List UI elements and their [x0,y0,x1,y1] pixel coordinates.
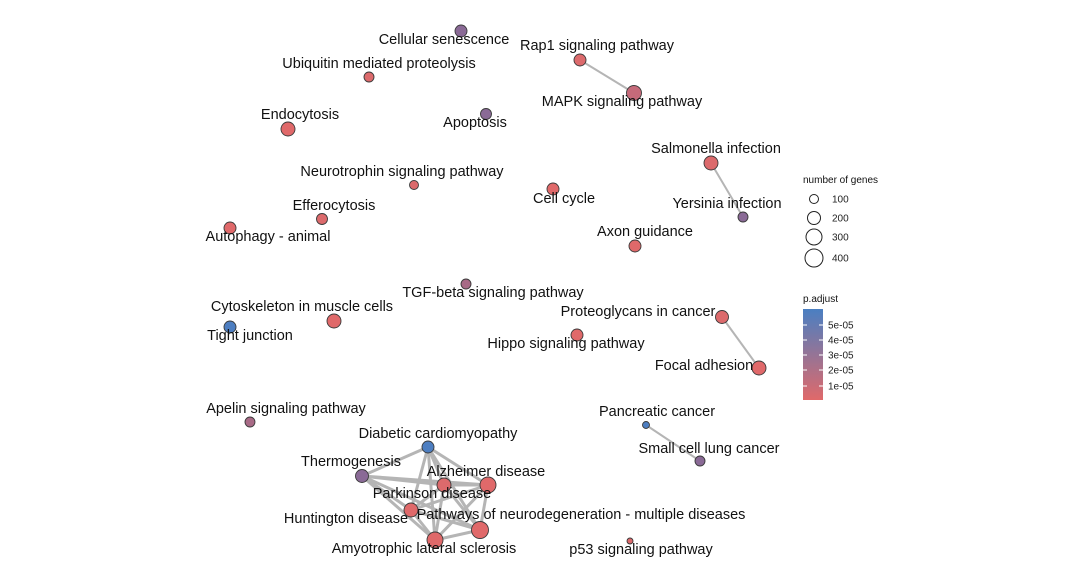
node-label-hippo: Hippo signaling pathway [487,336,645,352]
network-edge [645,424,701,462]
node-mapk [626,85,642,101]
network-edge [579,59,635,94]
color-legend-bar [803,309,823,400]
color-legend: p.adjust 5e-05 4e-05 3e-05 2e-05 1e-05 [803,294,854,400]
node-label-axon-guidance: Axon guidance [597,224,693,240]
node-label-efferocytosis: Efferocytosis [293,198,376,214]
node-label-p53: p53 signaling pathway [569,542,713,558]
network-edges [361,59,760,542]
color-legend-title: p.adjust [803,294,838,305]
size-legend-circle [809,194,819,204]
node-cell-cycle [546,182,560,196]
size-legend-label: 400 [832,254,849,265]
node-proteoglycans [715,310,729,324]
node-label-autophagy: Autophagy - animal [206,229,331,245]
node-label-tight-junction: Tight junction [207,328,293,344]
node-salmonella [703,155,719,171]
node-endocytosis [280,121,296,137]
size-legend-label: 100 [832,195,849,206]
node-apelin [244,416,256,428]
node-als [426,531,444,549]
node-hippo [570,328,584,342]
node-thermogenesis [355,469,369,483]
node-label-ubiquitin: Ubiquitin mediated proteolysis [282,56,475,72]
network-edge [433,484,446,541]
size-legend-title: number of genes [803,175,878,186]
node-label-pancreatic-cancer: Pancreatic cancer [599,404,715,420]
size-legend-circle [805,228,823,246]
node-label-als: Amyotrophic lateral sclerosis [332,541,517,557]
node-label-parkinson: Parkinson disease [373,486,492,502]
size-legend-circle [807,211,821,225]
node-apoptosis [480,108,492,120]
node-p53 [626,537,634,545]
node-ubiquitin [363,71,375,83]
node-label-diabetic-cardiomyopathy: Diabetic cardiomyopathy [359,426,519,442]
node-small-cell-lung-cancer [694,455,706,467]
node-label-yersinia: Yersinia infection [672,196,781,212]
node-rap1 [573,53,587,67]
size-legend-label: 300 [832,233,849,244]
node-label-cellular-senescence: Cellular senescence [379,32,510,48]
node-label-huntington: Huntington disease [284,511,408,527]
network-edge [410,508,481,532]
node-label-thermogenesis: Thermogenesis [301,454,401,470]
node-label-endocytosis: Endocytosis [261,107,339,123]
network-edge [426,446,482,531]
network-edge [410,483,489,512]
node-yersinia [737,211,749,223]
node-axon-guidance [628,239,642,253]
network-nodes [223,24,767,549]
node-diabetic-cardiomyopathy [421,440,435,454]
node-label-rap1: Rap1 signaling pathway [520,38,675,54]
node-label-apelin: Apelin signaling pathway [206,401,366,417]
node-cellular-senescence [454,24,468,38]
node-tgf-beta [460,278,472,290]
color-legend-tick-label: 5e-05 [828,321,854,332]
network-edge [361,445,429,478]
node-neurotrophin [409,180,419,190]
node-cytoskeleton [326,313,342,329]
color-legend-tick-label: 1e-05 [828,382,854,393]
node-neurodegeneration [471,521,489,539]
node-label-focal-adhesion: Focal adhesion [655,358,753,374]
node-pancreatic-cancer [642,421,650,429]
network-edge [361,474,445,487]
network-edge [427,445,489,487]
node-autophagy [223,221,237,235]
node-label-neurotrophin: Neurotrophin signaling pathway [300,164,504,180]
node-label-cytoskeleton: Cytoskeleton in muscle cells [211,299,393,315]
node-label-cell-cycle: Cell cycle [533,191,595,207]
color-legend-tick-label: 2e-05 [828,366,854,377]
node-label-alzheimer: Alzheimer disease [427,464,545,480]
network-edge [442,484,482,531]
node-label-salmonella: Salmonella infection [651,141,781,157]
node-alzheimer [479,476,497,494]
network-edge [721,316,760,369]
size-legend-label: 200 [832,214,849,225]
network-edge [433,483,490,542]
node-label-apoptosis: Apoptosis [443,115,507,131]
node-label-small-cell-lung-cancer: Small cell lung cancer [638,441,779,457]
node-label-proteoglycans: Proteoglycans in cancer [561,304,716,320]
node-label-mapk: MAPK signaling pathway [542,94,703,110]
node-label-neurodegeneration: Pathways of neurodegeneration - multiple… [417,507,746,523]
network-labels: Cellular senescence Ubiquitin mediated pr… [206,32,782,558]
network-edge [710,162,744,218]
color-legend-tick-label: 3e-05 [828,351,854,362]
node-label-tgf-beta: TGF-beta signaling pathway [402,285,584,301]
node-focal-adhesion [751,360,767,376]
network-edge [361,474,436,542]
node-huntington [403,502,419,518]
node-tight-junction [223,320,237,334]
node-efferocytosis [316,213,328,225]
size-legend-circle [804,248,824,268]
node-parkinson [436,477,452,493]
size-legend: number of genes 100 200 300 400 [803,175,878,268]
color-legend-tick-label: 4e-05 [828,336,854,347]
